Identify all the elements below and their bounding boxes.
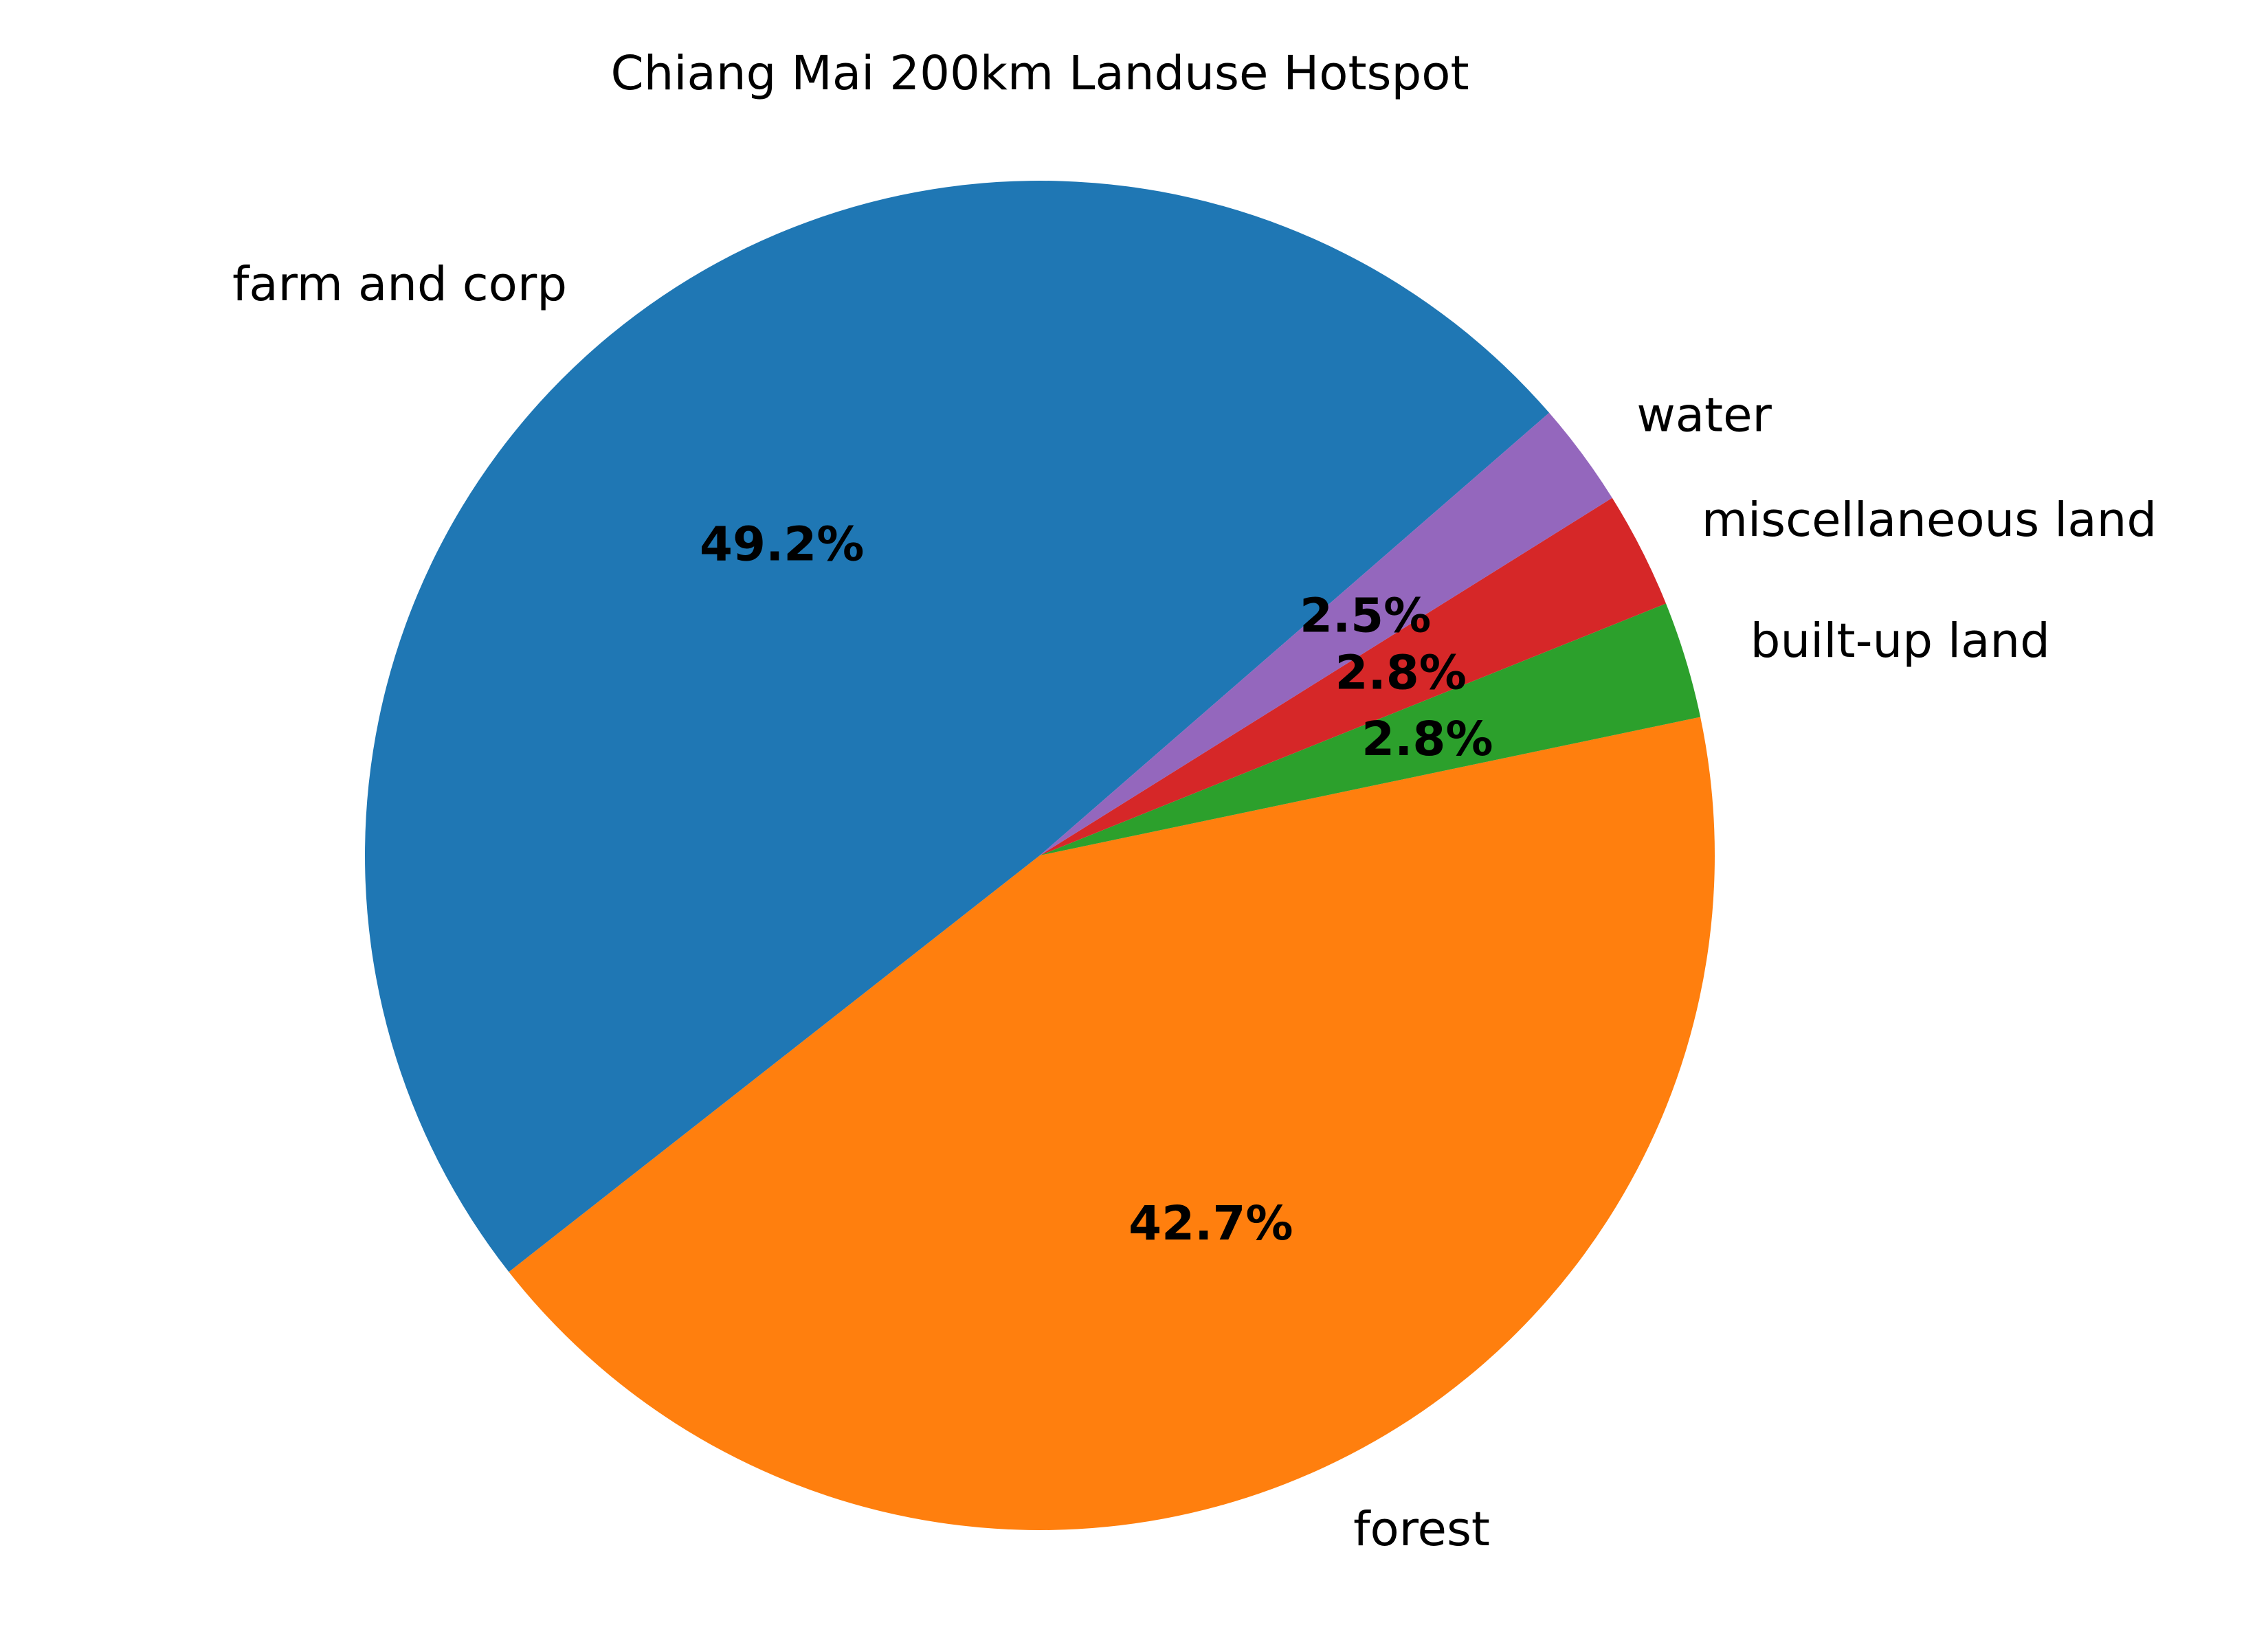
pct-label-water: 2.5% [1300,588,1431,643]
pie-slice-farm-and-corp [364,180,1550,1272]
slice-label-water: water [1636,388,1772,442]
percentage-labels: 49.2%42.7%2.8%2.8%2.5% [700,517,1493,1251]
chart-title: Chiang Mai 200km Landuse Hotspot [610,46,1469,101]
slice-labels: farm and corp forest built-up land miscella… [232,257,2157,1557]
pct-label-miscellaneous-land: 2.8% [1335,646,1466,701]
pct-label-forest: 42.7% [1129,1196,1293,1251]
slice-label-forest: forest [1353,1502,1490,1557]
slice-label-built-up-land: built-up land [1750,614,2050,669]
pct-label-built-up-land: 2.8% [1361,712,1493,767]
pct-label-farm-and-corp: 49.2% [700,517,864,572]
slice-label-miscellaneous-land: miscellaneous land [1702,493,2157,548]
pie-slice-built-up-land [1040,603,1701,855]
slice-label-farm-and-corp: farm and corp [232,257,567,312]
pie-slice-forest [509,717,1715,1531]
pie-slice-water [1040,412,1612,855]
pie-slice-miscellaneous-land [1040,497,1667,855]
pie-slices [364,180,1715,1531]
